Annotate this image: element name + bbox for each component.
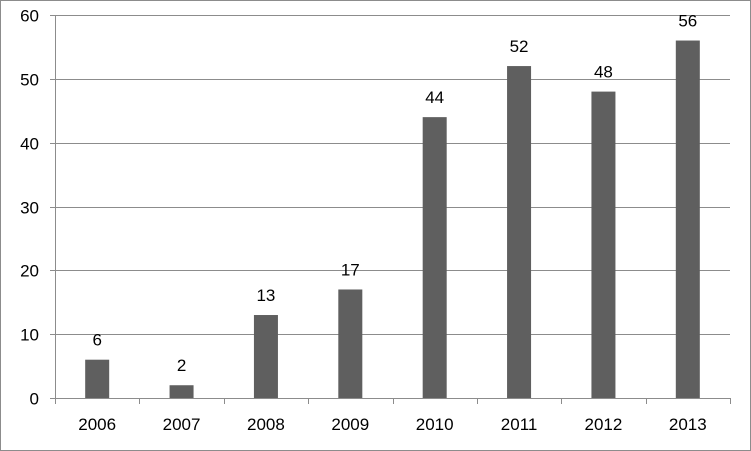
x-tick-label: 2011: [501, 415, 538, 434]
x-tick-label: 2010: [416, 415, 454, 434]
bar-2011: [507, 66, 532, 399]
x-tick-label: 2007: [163, 415, 201, 434]
data-labels: 6 2 13 17 44 52 48 56: [92, 12, 697, 376]
data-label: 17: [341, 260, 360, 279]
bar-2012: [591, 91, 616, 398]
data-label: 6: [92, 331, 101, 350]
y-tick-label: 0: [30, 390, 39, 409]
bar-2009: [338, 289, 363, 398]
y-tick-label: 60: [20, 7, 39, 26]
x-tick-label: 2009: [331, 415, 369, 434]
bar-2006: [85, 359, 110, 398]
y-axis: 0 10 20 30 40 50 60: [20, 7, 56, 409]
bar-2013: [675, 40, 700, 399]
grid-lines: [55, 15, 730, 335]
bars: [85, 40, 700, 399]
x-tick-label: 2008: [247, 415, 285, 434]
x-tick-label: 2012: [585, 415, 623, 434]
y-tick-label: 20: [20, 262, 39, 281]
data-label: 2: [177, 356, 186, 375]
bar-2008: [253, 315, 278, 398]
data-label: 56: [678, 12, 697, 31]
data-label: 52: [510, 37, 529, 56]
data-label: 44: [425, 88, 444, 107]
data-label: 48: [594, 63, 613, 82]
bar-2010: [422, 117, 447, 398]
x-tick-label: 2013: [669, 415, 707, 434]
y-tick-label: 10: [20, 326, 39, 345]
y-tick-label: 30: [20, 199, 39, 218]
bar-2007: [169, 385, 194, 398]
x-axis: 2006 2007 2008 2009 2010 2011 2012 2013: [55, 398, 731, 434]
y-tick-label: 40: [20, 135, 39, 154]
x-tick-label: 2006: [78, 415, 116, 434]
y-tick-label: 50: [20, 71, 39, 90]
data-label: 13: [256, 286, 275, 305]
